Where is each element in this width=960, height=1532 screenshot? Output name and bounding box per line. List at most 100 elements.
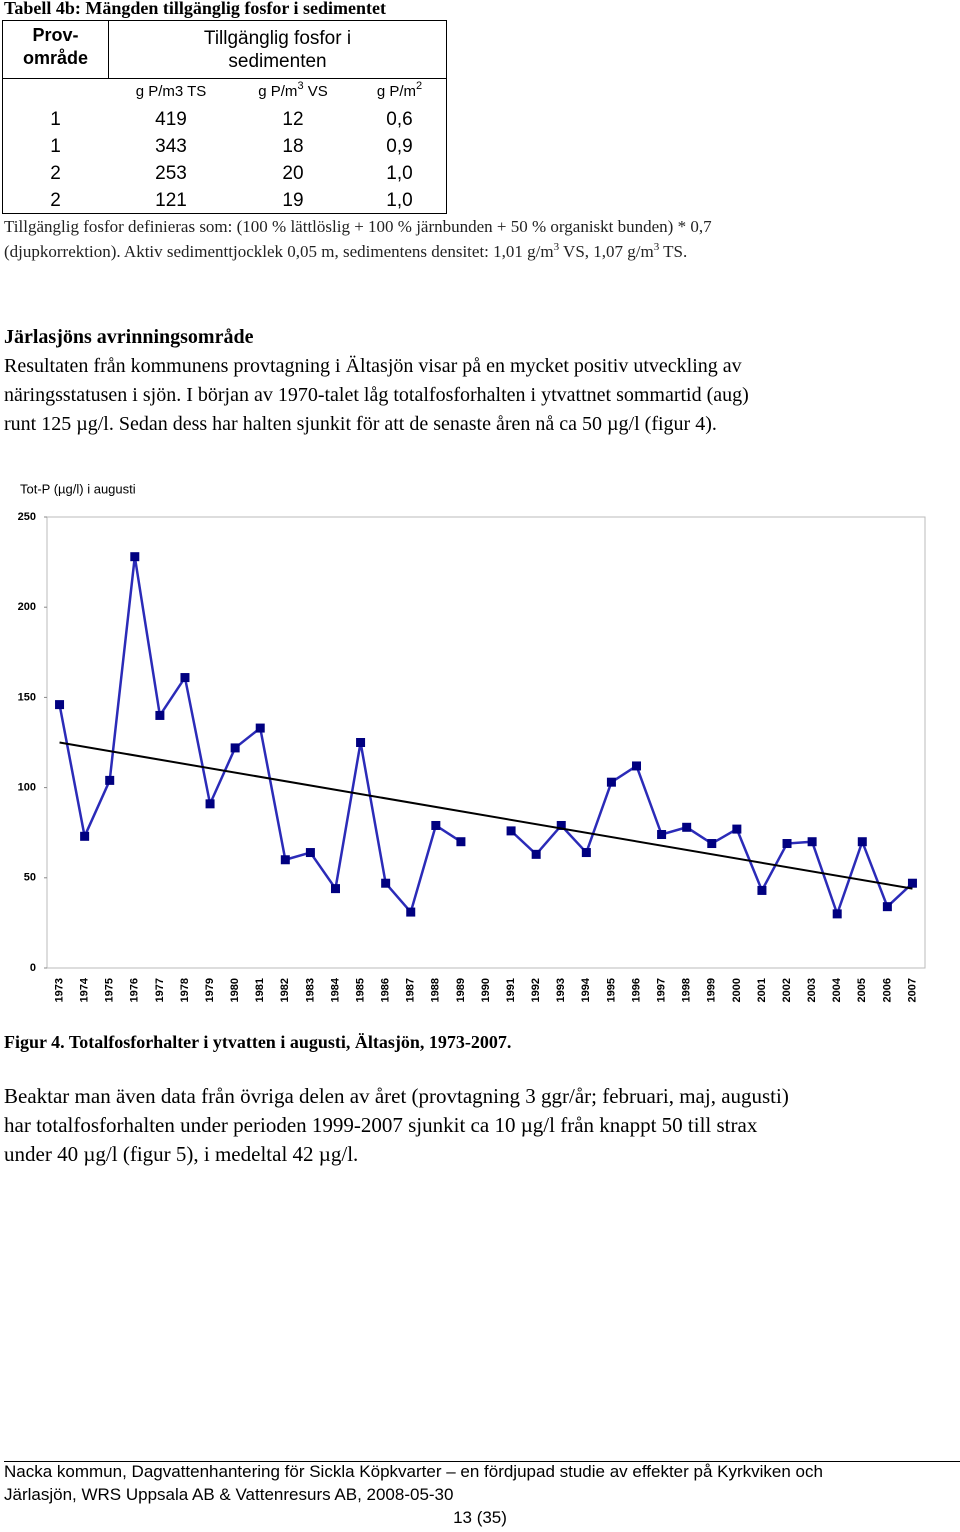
- note-text: VS, 1,07 g/m: [559, 242, 654, 261]
- text-line: Järlasjön, WRS Uppsala AB & Vattenresurs…: [4, 1485, 454, 1504]
- unit-cell: g P/m3 VS: [233, 80, 353, 101]
- x-tick-label: 1974: [79, 977, 91, 1002]
- x-tick-label: 1983: [304, 978, 316, 1002]
- marker: [531, 849, 541, 859]
- marker: [280, 855, 290, 865]
- marker: [356, 738, 366, 747]
- marker: [330, 884, 340, 894]
- y-tick-label: 100: [18, 782, 36, 794]
- header-line: område: [22, 48, 89, 68]
- x-tick-label: 1973: [53, 978, 65, 1002]
- x-tick-label: 1986: [380, 978, 392, 1002]
- x-tick-label: 1991: [505, 978, 517, 1002]
- header-text: Tillgänglig fosfor i sedimenten: [109, 27, 446, 73]
- unit-sup: 3: [297, 80, 304, 92]
- note-text: (djupkorrektion). Aktiv sedimenttjocklek…: [4, 242, 554, 261]
- x-tick-label: 1981: [254, 978, 266, 1002]
- chart: Tot-P (µg/l) i augusti 0 50 100 150 200 250 197…: [18, 481, 926, 1002]
- marker: [406, 907, 416, 917]
- text-line: under 40 µg/l (figur 5), i medeltal 42 µ…: [4, 1142, 359, 1166]
- x-tick-label: 1992: [530, 978, 542, 1002]
- table-title: Tabell 4b: Mängden tillgänglig fosfor i …: [4, 0, 387, 18]
- x-tick-label: 1998: [681, 978, 693, 1002]
- marker: [180, 673, 190, 683]
- marker: [832, 909, 842, 919]
- marker: [732, 824, 742, 834]
- marker: [155, 710, 165, 720]
- note-sup: 3: [653, 241, 660, 253]
- marker: [606, 777, 616, 787]
- y-tick-label: 250: [18, 511, 36, 523]
- x-tick-label: 1985: [354, 978, 366, 1002]
- x-tick-label: 2005: [856, 978, 868, 1002]
- marker: [105, 775, 115, 785]
- x-tick-label: 1984: [329, 977, 341, 1002]
- y-tick-label: 150: [18, 691, 36, 703]
- x-tick-label: 1975: [104, 978, 116, 1002]
- table-cell: 343: [155, 136, 187, 157]
- table-cell: 2: [50, 163, 61, 184]
- unit-text: g P/m3 TS: [135, 83, 207, 100]
- x-tick-label: 1982: [279, 978, 291, 1002]
- y-tick-label: 0: [30, 962, 36, 974]
- table-cell: 419: [155, 109, 187, 130]
- marker: [556, 820, 566, 830]
- unit-text: g P/m: [258, 83, 298, 100]
- table-cell: 1: [50, 136, 61, 157]
- marker: [807, 837, 817, 847]
- x-tick-label: 1994: [580, 977, 592, 1002]
- marker: [682, 822, 692, 832]
- unit-cell: g P/m3 TS: [109, 83, 233, 100]
- section-heading: Järlasjöns avrinningsområde: [4, 326, 254, 348]
- table-cell: 253: [155, 163, 187, 184]
- text-line: Beaktar man även data från övriga delen …: [4, 1084, 789, 1108]
- x-tick-label: 1978: [179, 978, 191, 1002]
- table-cell: 121: [155, 190, 187, 211]
- marker: [632, 761, 642, 771]
- table: Prov-område Tillgänglig fosfor i sediment…: [2, 20, 447, 214]
- x-tick-label: 1988: [430, 978, 442, 1002]
- figure-caption: Figur 4. Totalfosforhalter i ytvatten i …: [4, 1032, 512, 1052]
- x-tick-label: 1999: [706, 978, 718, 1002]
- table-cell: 1,0: [386, 190, 413, 211]
- table-cell: 12: [282, 109, 304, 130]
- table-cell: 20: [282, 163, 304, 184]
- unit-sup: 2: [416, 80, 423, 92]
- text-line: Resultaten från kommunens provtagning i …: [4, 355, 742, 377]
- table-cell: 1,0: [386, 163, 413, 184]
- x-tick-label: 1979: [204, 978, 216, 1002]
- marker: [882, 902, 892, 912]
- marker: [80, 831, 90, 841]
- x-tick-label: 2000: [731, 978, 743, 1002]
- chart-title: Tot-P (µg/l) i augusti: [20, 481, 136, 496]
- table-cell: 0,9: [386, 136, 413, 157]
- x-tick-label: 2001: [756, 978, 768, 1002]
- marker: [130, 552, 140, 562]
- x-tick-label: 2004: [831, 977, 843, 1002]
- x-tick-label: 1997: [656, 978, 668, 1002]
- marker: [757, 885, 767, 895]
- note-text: TS.: [659, 242, 688, 261]
- marker: [55, 700, 65, 710]
- table-cell: 1: [50, 109, 61, 130]
- marker: [230, 743, 240, 753]
- marker: [431, 820, 441, 830]
- table-note: Tillgänglig fosfor definieras som: (100 …: [4, 217, 712, 236]
- text-line: näringsstatusen i sjön. I början av 1970…: [4, 384, 749, 406]
- x-tick-label: 1993: [555, 978, 567, 1002]
- marker: [506, 826, 516, 836]
- marker: [657, 830, 667, 840]
- table-note: (djupkorrektion). Aktiv sedimenttjocklek…: [4, 242, 687, 262]
- plot-area: [46, 516, 926, 969]
- marker: [456, 837, 466, 847]
- header-cell: [3, 21, 109, 79]
- page-number: 13 (35): [453, 1508, 507, 1527]
- unit-text: VS: [303, 83, 328, 100]
- marker: [782, 839, 792, 849]
- y-tick-label: 50: [24, 872, 36, 884]
- marker: [907, 878, 917, 888]
- x-tick-label: 2006: [881, 978, 893, 1002]
- marker: [381, 878, 391, 888]
- footer-rule: [4, 1461, 960, 1462]
